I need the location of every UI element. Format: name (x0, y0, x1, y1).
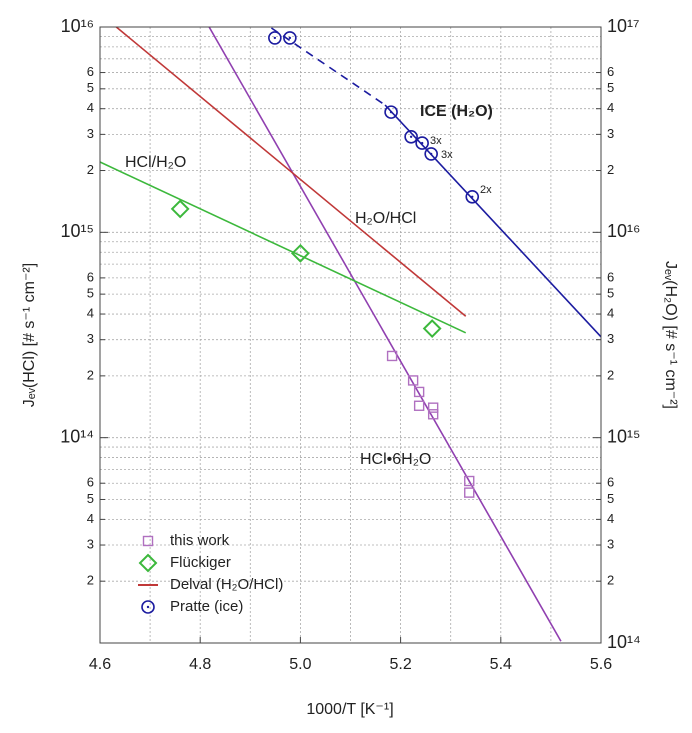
y2-axis-title: Jₑᵥ(H₂O) [# s⁻¹ cm⁻²] (662, 261, 679, 409)
x-tick-label: 5.6 (590, 656, 612, 673)
marker-dot (429, 152, 433, 156)
legend-label: Flückiger (170, 554, 231, 571)
y2-tick-label: 10¹⁶ (607, 221, 640, 241)
annotation: ICE (H₂O) (420, 103, 493, 120)
fit-line (268, 27, 386, 106)
marker-square (427, 409, 439, 420)
marker-square (413, 386, 425, 398)
x-axis-title: 1000/T [K⁻¹] (306, 701, 393, 718)
marker-circle (384, 105, 398, 119)
y-tick-label: 5 (87, 286, 94, 301)
annotation: HCl•6H₂O (360, 451, 431, 468)
annotation: 3x (441, 149, 453, 161)
y-tick-label: 6 (87, 64, 94, 79)
legend-label: Delval (H₂O/HCl) (170, 576, 283, 593)
marker-circle (404, 129, 418, 144)
y2-tick-label: 10¹⁴ (607, 632, 641, 652)
y-tick-label: 5 (87, 80, 94, 95)
plot-frame (99, 26, 602, 644)
marker-circle (141, 600, 155, 614)
y-tick-label: 6 (87, 269, 94, 284)
x-tick-label: 5.0 (289, 656, 311, 673)
marker-circle (415, 136, 429, 150)
marker-dot (389, 110, 393, 114)
marker-square (407, 375, 419, 386)
marker-diamond (170, 199, 190, 219)
marker-square (413, 400, 425, 411)
grid (99, 26, 602, 643)
y2-tick-label: 2 (607, 573, 614, 588)
x-tick-label: 4.6 (89, 656, 111, 673)
y2-tick-label: 3 (607, 536, 614, 551)
y2-tick-label: 10¹⁷ (607, 16, 640, 36)
marker-diamond (422, 319, 442, 338)
marker-dot (471, 195, 474, 198)
marker-dot (288, 36, 292, 40)
marker-circle (424, 147, 438, 161)
marker-diamond (290, 243, 310, 263)
y-tick-label: 2 (87, 573, 94, 588)
annotation: 2x (480, 184, 492, 196)
marker-square (427, 402, 439, 413)
annotation: HCl/H₂O (125, 154, 186, 171)
marker-square (464, 487, 475, 498)
y2-tick-label: 5 (607, 80, 614, 95)
marker-dot (146, 605, 150, 609)
y2-tick-label: 6 (607, 64, 614, 79)
data-area (100, 27, 601, 642)
y2-tick-label: 2 (607, 367, 614, 382)
y-tick-label: 3 (87, 331, 94, 346)
y2-tick-label: 5 (607, 286, 614, 301)
marker-dot (420, 141, 424, 145)
legend-label: this work (170, 532, 230, 549)
x-tick-label: 4.8 (189, 656, 211, 673)
marker-square (386, 350, 398, 362)
y-tick-label: 3 (87, 536, 94, 551)
marker-circle (465, 189, 480, 204)
y-tick-label: 2 (87, 162, 94, 177)
y-tick-label: 10¹⁴ (60, 426, 94, 446)
y2-tick-label: 3 (607, 331, 614, 346)
legend-label: Pratte (ice) (170, 598, 243, 615)
annotation: 3x (430, 135, 442, 147)
x-tick-label: 5.2 (389, 656, 411, 673)
y-tick-label: 3 (87, 126, 94, 141)
marker-circle (268, 31, 282, 45)
marker-circle (283, 31, 297, 45)
marker-square (464, 475, 475, 487)
marker-diamond (138, 553, 158, 573)
y2-tick-label: 10¹⁵ (607, 426, 640, 446)
fit-line (208, 27, 562, 642)
y2-tick-label: 2 (607, 162, 614, 177)
marker-square (142, 535, 154, 547)
y2-tick-label: 4 (607, 511, 614, 526)
series-line (115, 27, 467, 317)
y-axis-title: Jₑᵥ(HCl) [# s⁻¹ cm⁻²] (21, 263, 38, 407)
y-tick-label: 2 (87, 367, 94, 382)
y-tick-label: 10¹⁵ (61, 221, 94, 241)
marker-dot (409, 135, 413, 138)
y-tick-label: 10¹⁶ (61, 16, 94, 36)
y2-tick-label: 6 (607, 269, 614, 284)
marker-dot (273, 36, 277, 40)
fit-line (384, 104, 601, 338)
y2-tick-label: 3 (607, 126, 614, 141)
fit-line (100, 161, 467, 334)
y-tick-label: 5 (87, 491, 94, 506)
y2-tick-label: 4 (607, 305, 614, 320)
y-tick-label: 4 (87, 305, 94, 320)
y2-tick-label: 4 (607, 100, 614, 115)
y-tick-label: 4 (87, 100, 94, 115)
y-tick-label: 6 (87, 475, 94, 490)
y2-tick-label: 5 (607, 491, 614, 506)
y2-tick-label: 6 (607, 475, 614, 490)
x-tick-label: 5.4 (490, 656, 512, 673)
annotation: H₂O/HCl (355, 210, 416, 227)
y-tick-label: 4 (87, 511, 94, 526)
